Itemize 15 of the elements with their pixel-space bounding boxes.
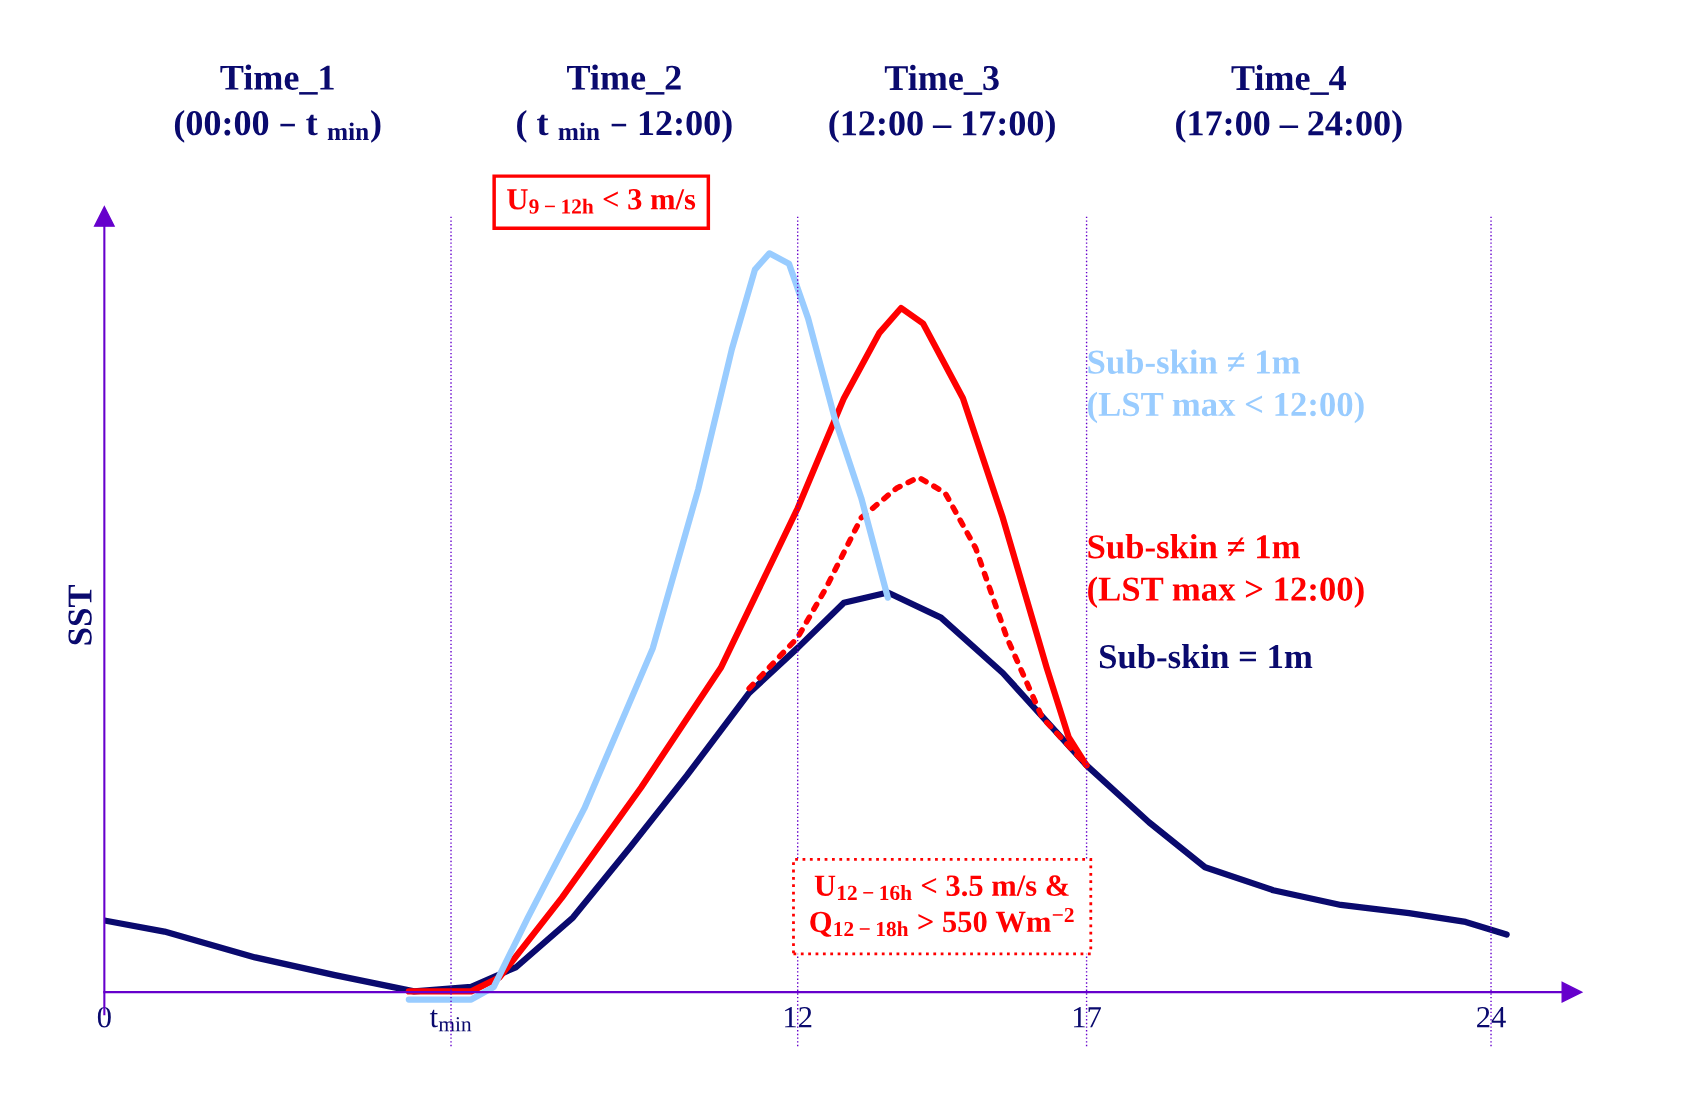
text: U$_{12−16h}$ < 3.5 m/s & Q$_{12−18h}$ > 550 Wm$^{−2}$ [810,875,1074,937]
text: U$_{9−12h}$ < 3 m/s [507,189,696,214]
x-tick-label: 0 [97,1006,111,1028]
text: Sub-skin ≠ 1m (LST max < 12:00) [1088,349,1364,424]
y-axis-title: SST [68,584,92,645]
text: Time_3 (12:00 – 17:00) [829,64,1055,143]
text: Sub-skin = 1m [1099,643,1313,669]
x-tick-label: 12 [785,1007,812,1028]
text: Time_1 (00:00 – t $_{min}$) [174,64,381,143]
x-tick-label: t$_{min}$ [429,1009,472,1032]
text: Time_2 ( t $_{min}$ – 12:00) [517,64,732,143]
x-tick-label: 24 [1477,1007,1506,1028]
text: Time_4 (17:00 – 24:00) [1176,64,1402,143]
series-label: Sub-skin ≠ 1m (LST max > 12:00) [1088,534,1364,608]
x-tick-label: 17 [1073,1007,1101,1028]
